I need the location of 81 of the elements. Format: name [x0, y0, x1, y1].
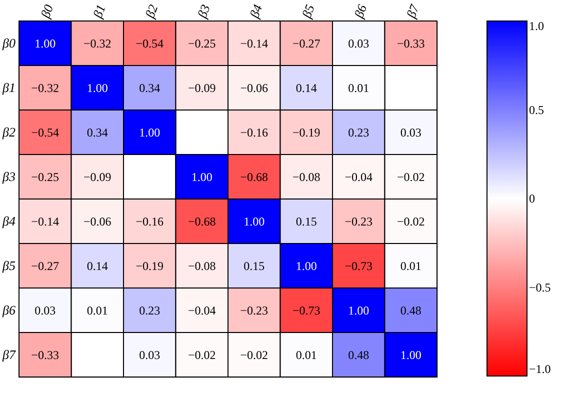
- data-label: −0.08: [292, 170, 320, 184]
- data-label: 0.03: [348, 36, 370, 50]
- data-label: −0.02: [240, 348, 268, 362]
- data-label: 0.23: [348, 125, 370, 140]
- data-label: 0.03: [34, 303, 56, 318]
- data-label: −0.33: [31, 348, 60, 362]
- data-label: −0.09: [83, 170, 112, 184]
- data-label: −0.25: [188, 36, 216, 50]
- data-label: 1.00: [86, 80, 108, 95]
- data-label: 0.14: [86, 258, 108, 273]
- data-label: 0.03: [400, 125, 422, 140]
- data-label: 0.14: [296, 80, 317, 95]
- data-label: −0.54: [136, 36, 164, 50]
- data-label: 1.00: [34, 36, 56, 50]
- y-tick-label: β3: [2, 168, 16, 184]
- color-bar-label: −0.5: [529, 280, 551, 294]
- data-label: −0.54: [31, 125, 60, 140]
- y-tick-label: β7: [2, 346, 16, 362]
- data-label: 0.03: [139, 348, 160, 362]
- x-tick-label: β0: [37, 2, 56, 21]
- data-label: −0.68: [188, 214, 216, 228]
- data-label: 0.34: [139, 80, 160, 95]
- data-label: 0.01: [348, 80, 370, 95]
- data-label: −0.27: [292, 36, 320, 50]
- data-label: 1.00: [400, 348, 422, 362]
- y-tick-label: β0: [2, 35, 16, 50]
- data-label: 0.01: [400, 258, 422, 273]
- data-label: −0.14: [240, 36, 268, 50]
- x-tick-label: β7: [403, 2, 422, 21]
- data-label: −0.23: [344, 214, 373, 228]
- data-label: −0.16: [136, 214, 164, 228]
- x-tick-label: β5: [298, 2, 318, 21]
- data-label: 0.15: [244, 258, 265, 273]
- data-label: −0.27: [31, 258, 60, 273]
- data-label: −0.19: [136, 258, 164, 273]
- data-label: −0.68: [240, 170, 268, 184]
- data-label: −0.04: [344, 170, 373, 184]
- data-label: −0.02: [396, 170, 425, 184]
- data-label: −0.14: [31, 214, 60, 228]
- data-label: −0.25: [31, 170, 60, 184]
- y-tick-label: β5: [2, 258, 16, 273]
- data-label: −0.32: [31, 80, 60, 95]
- data-label: −0.06: [240, 80, 268, 95]
- data-label: 1.00: [191, 170, 212, 184]
- data-label: −0.73: [344, 258, 373, 273]
- data-label: 1.00: [296, 258, 317, 273]
- y-tick-label: β4: [2, 213, 16, 228]
- data-label: 0.23: [139, 303, 160, 318]
- y-tick-label: β2: [2, 124, 16, 140]
- data-label: −0.02: [188, 348, 216, 362]
- data-label: 0.15: [296, 214, 317, 228]
- x-tick-label: β6: [350, 2, 370, 21]
- data-label: −0.19: [292, 125, 320, 140]
- data-label: 0.34: [86, 125, 108, 140]
- data-label: −0.04: [188, 303, 216, 318]
- x-tick-label: β4: [246, 2, 266, 21]
- data-label: −0.73: [292, 303, 320, 318]
- data-label: −0.16: [240, 125, 268, 140]
- data-label: −0.06: [83, 214, 112, 228]
- data-label: −0.23: [240, 303, 268, 318]
- color-bar-label: 0: [529, 192, 535, 206]
- x-tick-label: β2: [142, 2, 161, 21]
- color-bar-label: 0.5: [529, 102, 544, 117]
- data-label: 0.48: [400, 303, 422, 318]
- data-label: −0.32: [83, 36, 112, 50]
- y-tick-label: β1: [2, 80, 16, 95]
- color-bar-label: −1.0: [529, 362, 551, 376]
- data-label: 1.00: [244, 214, 265, 228]
- data-label: −0.02: [396, 214, 425, 228]
- data-label: −0.33: [396, 36, 425, 50]
- y-tick-label: β6: [2, 302, 16, 318]
- data-label: 1.00: [348, 303, 370, 318]
- data-label: 1.00: [139, 125, 160, 140]
- data-label: 0.01: [296, 348, 317, 362]
- data-label: 0.48: [348, 348, 370, 362]
- x-tick-label: β3: [194, 2, 214, 21]
- color-bar-label: 1.0: [529, 19, 544, 33]
- x-tick-label: β1: [90, 2, 108, 21]
- data-label: −0.08: [188, 258, 216, 273]
- data-label: −0.09: [188, 80, 216, 95]
- data-label: 0.01: [86, 303, 108, 318]
